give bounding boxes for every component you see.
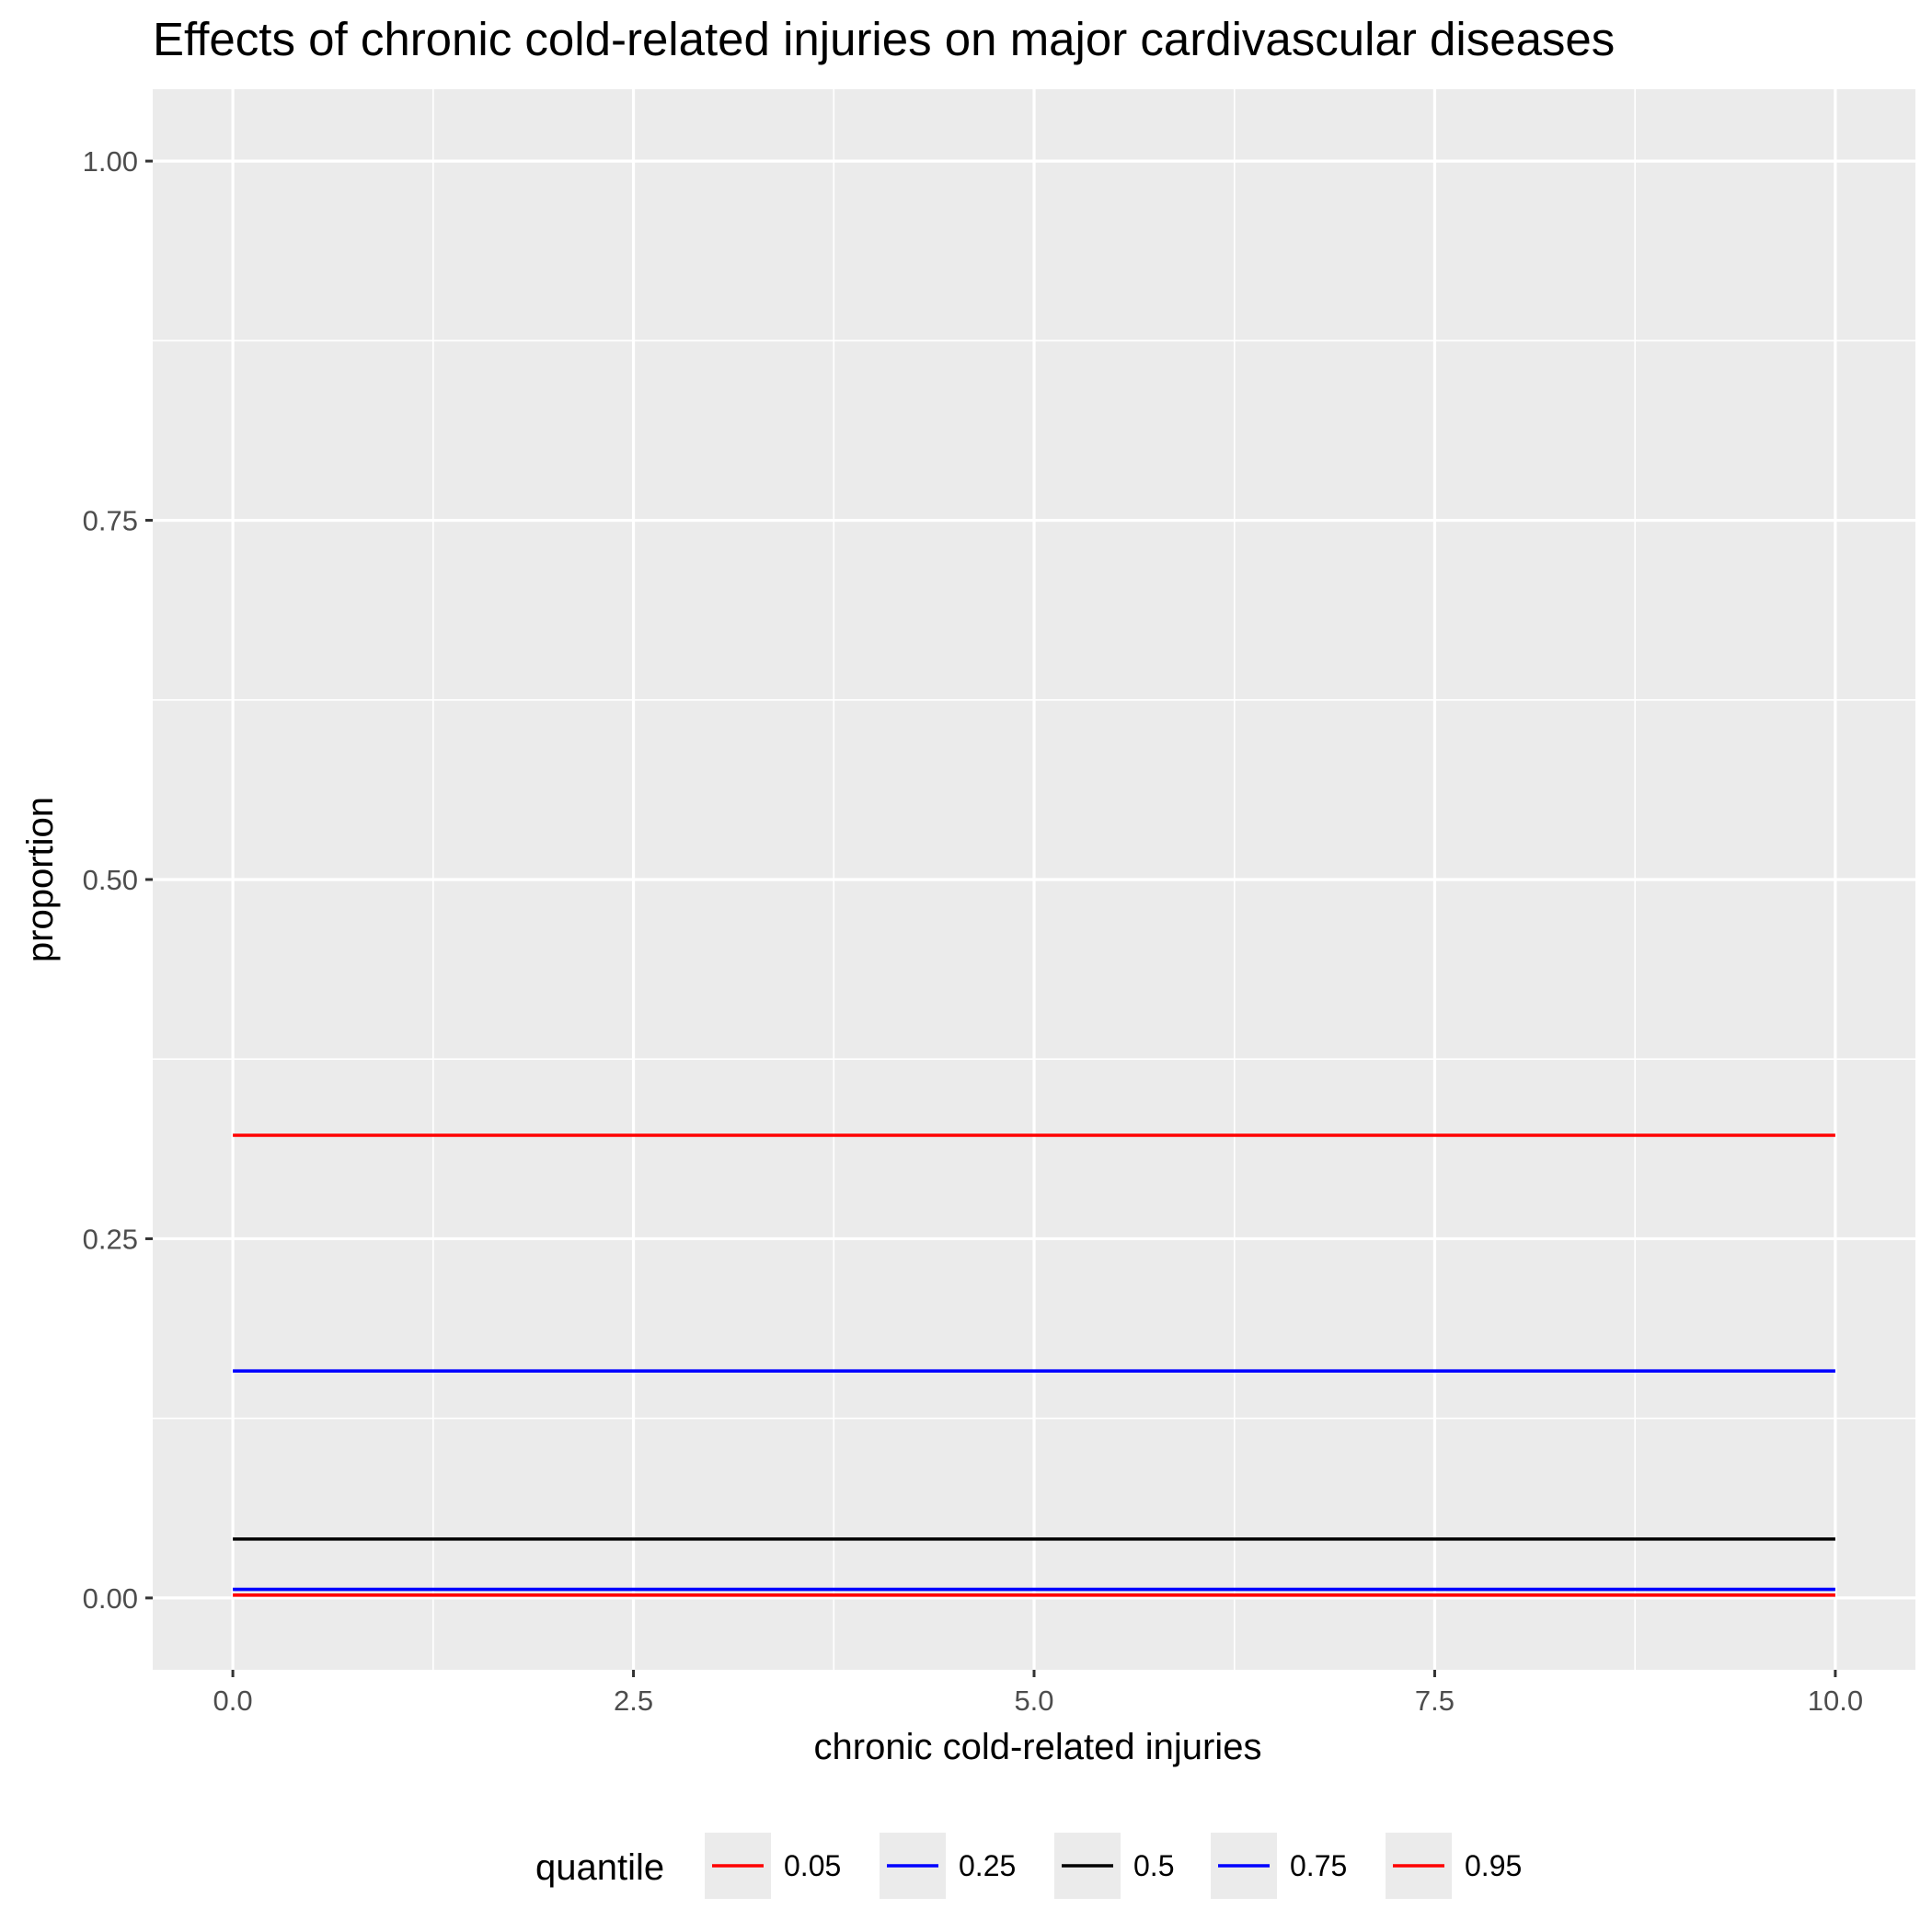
legend-label: 0.5	[1133, 1849, 1174, 1882]
legend-items: 0.05 0.25 0.5 0.75 0.95	[705, 1833, 1522, 1899]
legend-label: 0.25	[959, 1849, 1016, 1882]
x-axis: 0.0 2.5 5.0 7.5 10.0	[213, 1670, 1863, 1717]
x-tick-label: 2.5	[614, 1685, 653, 1717]
x-tick-label: 0.0	[213, 1685, 253, 1717]
x-axis-title: chronic cold-related injuries	[814, 1727, 1262, 1767]
y-tick-label: 0.00	[83, 1582, 138, 1615]
y-tick-label: 1.00	[83, 145, 138, 178]
x-tick-label: 7.5	[1415, 1685, 1455, 1717]
legend-label: 0.95	[1465, 1849, 1522, 1882]
legend: quantile 0.05 0.25 0.5 0.75 0.95	[535, 1833, 1522, 1899]
x-tick-label: 5.0	[1014, 1685, 1053, 1717]
x-tick-label: 10.0	[1808, 1685, 1863, 1717]
major-gridlines	[153, 89, 1915, 1670]
y-tick-label: 0.50	[83, 864, 138, 896]
y-axis-title: proportion	[20, 797, 61, 962]
series-lines	[233, 1133, 1835, 1597]
y-axis: 0.00 0.25 0.50 0.75 1.00	[83, 145, 153, 1615]
legend-label: 0.75	[1290, 1849, 1347, 1882]
y-tick-label: 0.75	[83, 505, 138, 537]
legend-title: quantile	[535, 1847, 664, 1888]
legend-label: 0.05	[784, 1849, 841, 1882]
chart-title: Effects of chronic cold-related injuries…	[153, 13, 1615, 65]
y-tick-label: 0.25	[83, 1223, 138, 1255]
